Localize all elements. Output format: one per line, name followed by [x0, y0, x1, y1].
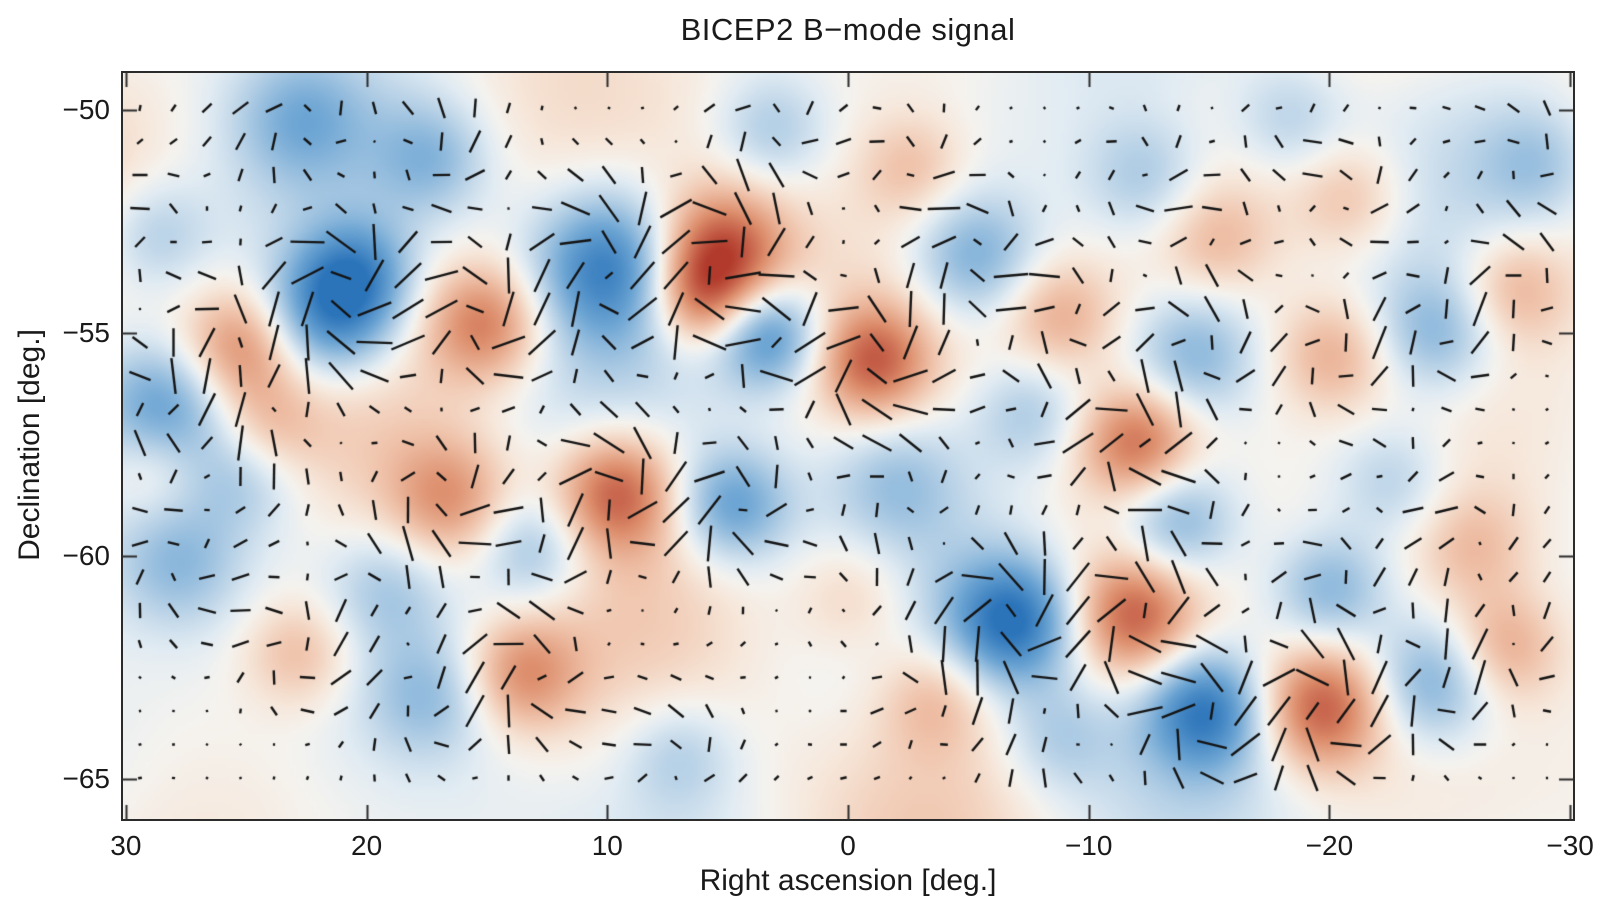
chart-title: BICEP2 B−mode signal	[680, 12, 1016, 47]
y-tick-label: −50	[62, 94, 111, 125]
y-tick-label: −55	[62, 316, 111, 348]
x-tick-label: −30	[1546, 830, 1594, 861]
polarization-field-canvas	[123, 73, 1573, 819]
x-tick-label: 10	[591, 830, 623, 861]
x-tick-label: 30	[110, 830, 142, 861]
x-tick-label: −20	[1305, 830, 1354, 861]
y-axis-label: Declination [deg.]	[13, 329, 46, 561]
plot-frame	[121, 71, 1575, 821]
x-tick-label: 0	[840, 830, 856, 861]
x-tick-label: −10	[1064, 830, 1113, 861]
y-tick-label: −65	[62, 762, 111, 794]
x-tick-label: 20	[351, 830, 383, 861]
x-axis-label: Right ascension [deg.]	[699, 864, 997, 897]
y-tick-label: −60	[62, 539, 111, 571]
